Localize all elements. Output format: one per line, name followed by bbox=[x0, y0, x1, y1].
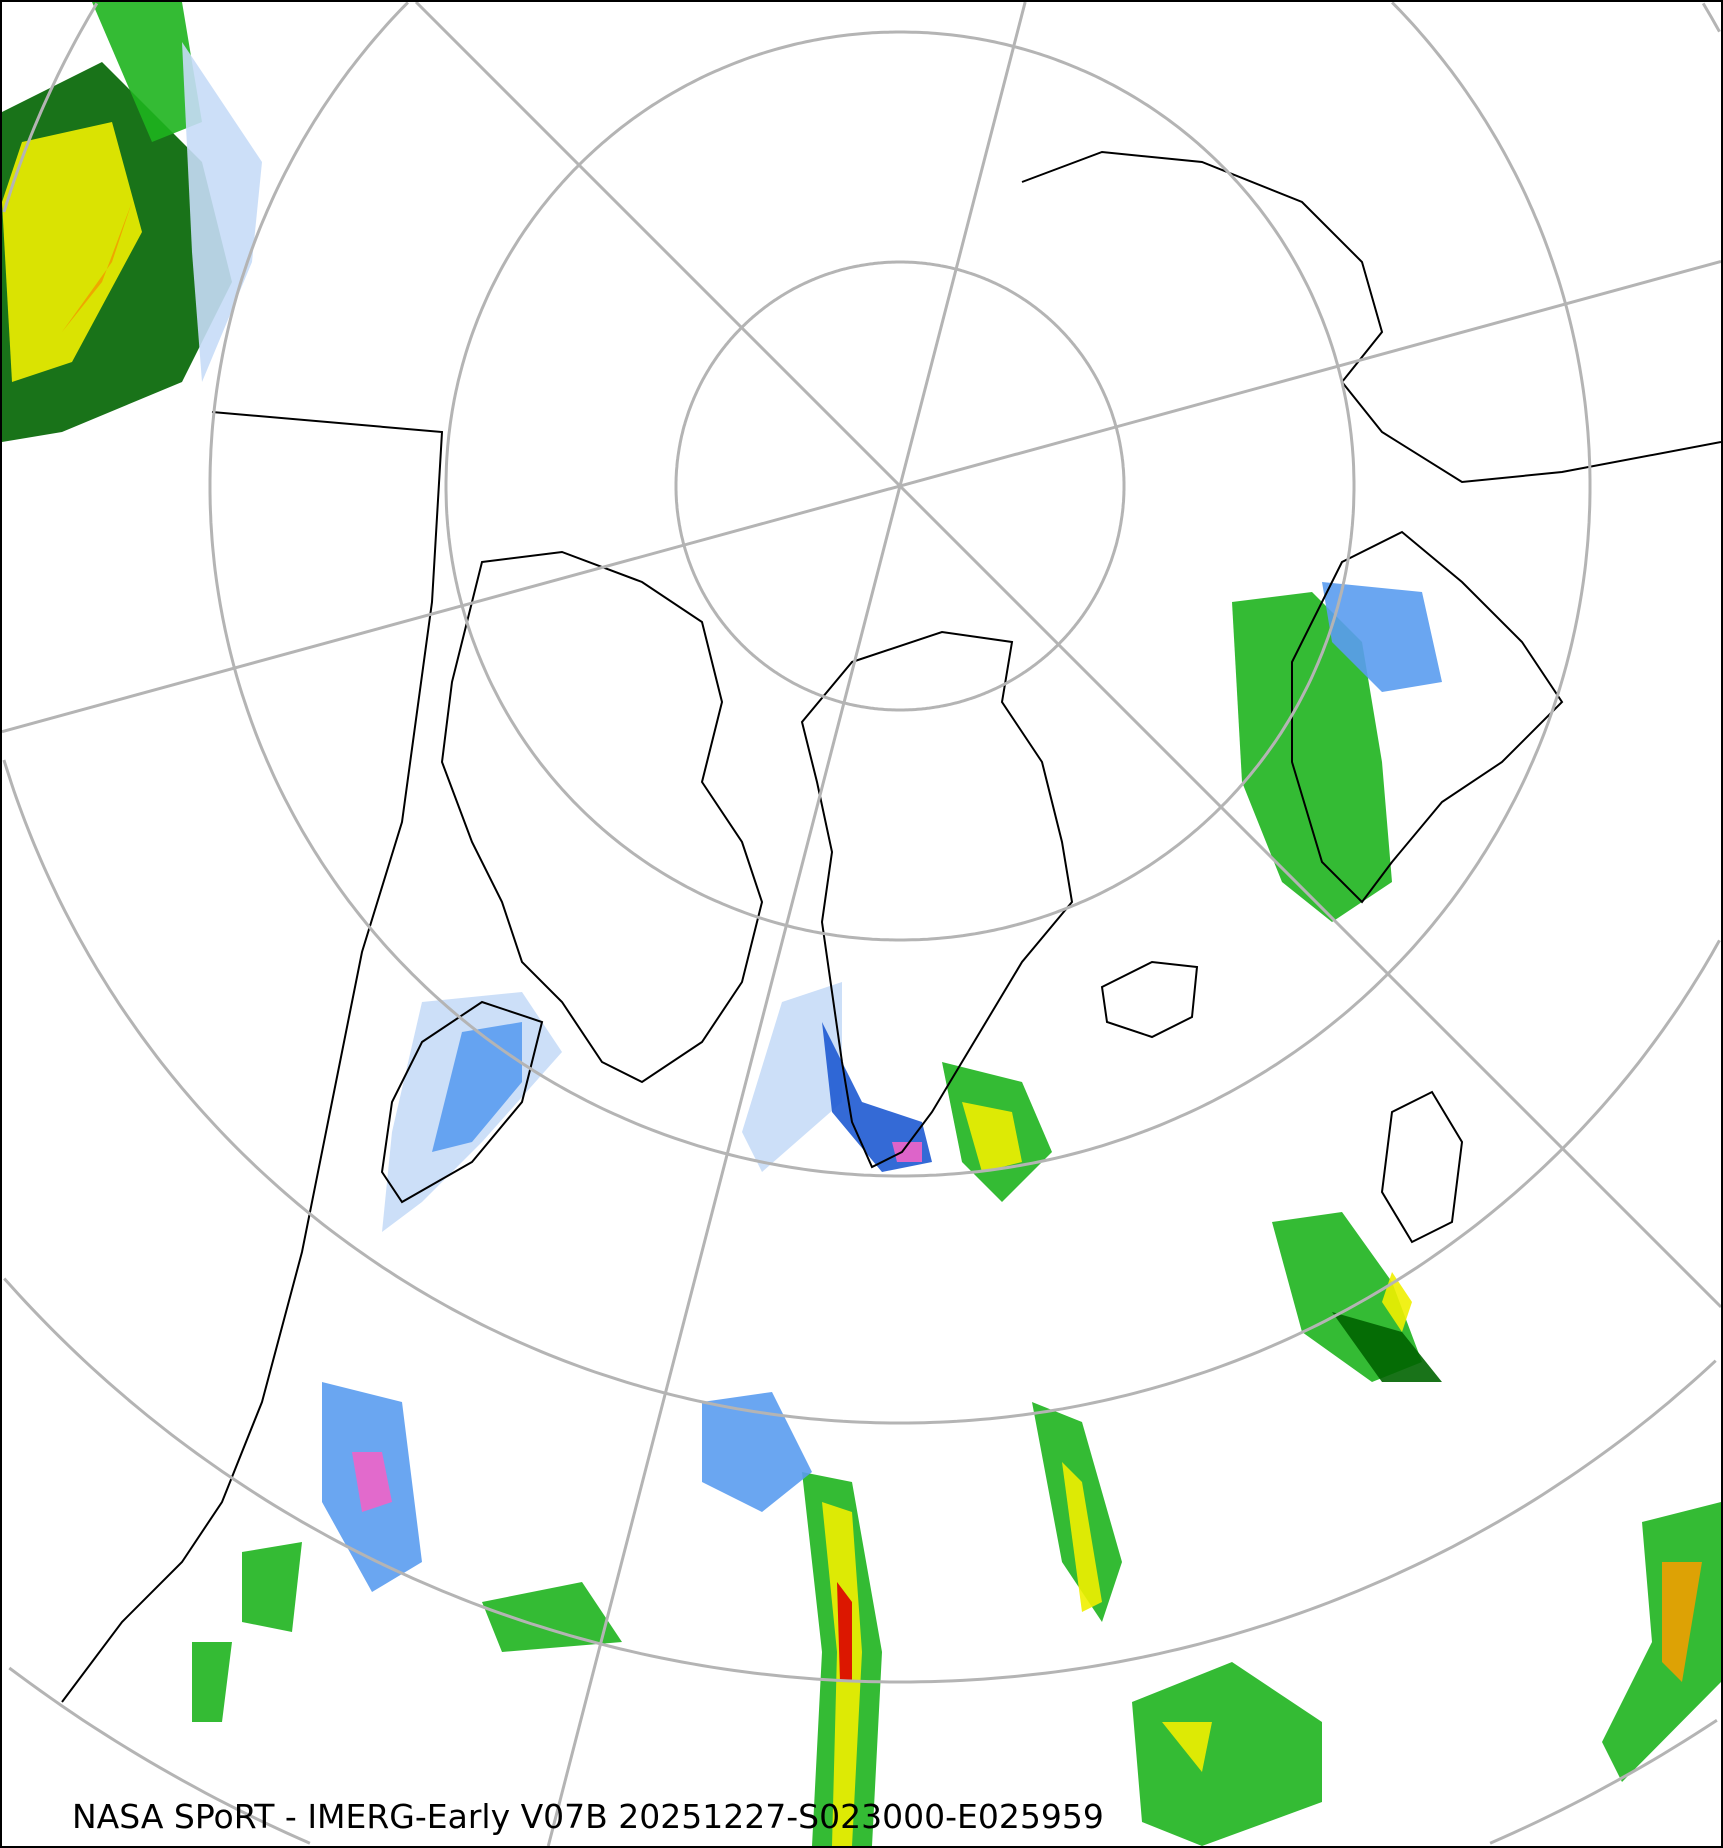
precipitation-area bbox=[242, 1542, 302, 1632]
precipitation-area bbox=[1232, 592, 1392, 922]
british-isles-outline bbox=[1380, 1090, 1464, 1244]
canadian-arctic-outline bbox=[440, 550, 764, 1084]
precipitation-area bbox=[742, 982, 842, 1172]
greenland-outline bbox=[800, 630, 1074, 1169]
precipitation-area bbox=[432, 1022, 522, 1152]
latitude-circle bbox=[8, 1666, 1718, 1845]
coastline-layer bbox=[61, 150, 1721, 1703]
latitude-circle bbox=[2, 2, 1721, 1425]
precipitation-area bbox=[1332, 1312, 1442, 1382]
precipitation-area bbox=[1132, 1662, 1322, 1846]
latitude-circle bbox=[3, 1277, 1717, 1684]
product-caption: NASA SPoRT - IMERG-Early V07B 20251227-S… bbox=[72, 1797, 1104, 1836]
scandinavia-outline bbox=[1291, 530, 1564, 904]
precipitation-area bbox=[1662, 1562, 1702, 1682]
precipitation-area bbox=[1322, 582, 1442, 692]
north-america-coast bbox=[61, 411, 444, 1703]
precipitation-area bbox=[192, 1642, 232, 1722]
precipitation-area bbox=[2, 122, 142, 382]
precipitation-area bbox=[182, 42, 262, 382]
precipitation-area bbox=[1602, 1502, 1721, 1782]
latitude-circle bbox=[444, 30, 1356, 942]
precipitation-area bbox=[822, 1022, 932, 1172]
precipitation-area bbox=[1162, 1722, 1212, 1772]
latitude-circle bbox=[674, 260, 1126, 712]
precipitation-area bbox=[1062, 1462, 1102, 1612]
hudson-bay-outline bbox=[380, 1000, 544, 1204]
eurasia-coast bbox=[1021, 150, 1721, 484]
precipitation-area bbox=[482, 1582, 622, 1652]
precipitation-area bbox=[892, 1142, 922, 1162]
iceland-outline bbox=[1100, 960, 1199, 1039]
precipitation-area bbox=[962, 1102, 1022, 1172]
precipitation-area bbox=[1382, 1272, 1412, 1332]
precipitation-area bbox=[702, 1392, 812, 1512]
latitude-circle bbox=[208, 2, 1592, 1178]
precipitation-area bbox=[837, 1582, 852, 1682]
precipitation-area bbox=[352, 1452, 392, 1512]
precipitation-area bbox=[92, 2, 202, 142]
meridian-line bbox=[414, 2, 1721, 1309]
meridian-line bbox=[2, 259, 1721, 734]
meridian-line bbox=[546, 2, 1027, 1846]
